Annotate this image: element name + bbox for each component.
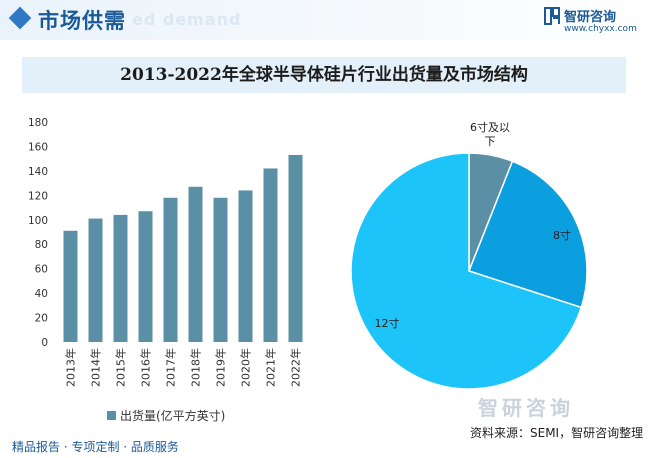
pie-chart: 6寸及以下 8寸 12寸: [350, 120, 588, 390]
y-tick-label: 160: [28, 141, 48, 153]
bar-2014年: [88, 218, 103, 342]
x-tick-label: 2021年: [264, 348, 278, 387]
x-tick-label: 2019年: [214, 348, 228, 387]
brand-name: 智研咨询: [564, 10, 617, 25]
y-tick-label: 20: [35, 313, 48, 325]
x-tick-label: 2018年: [189, 348, 203, 387]
bar-2022年: [288, 155, 303, 342]
bar-legend: 出货量(亿平方英寸): [107, 408, 225, 423]
y-tick-label: 100: [28, 215, 48, 227]
footer-watermark: 智研咨询: [478, 396, 574, 420]
y-tick-label: 140: [28, 166, 48, 178]
bar-series: [63, 155, 303, 342]
bar-2013年: [63, 230, 78, 342]
bar-2016年: [138, 211, 153, 342]
y-tick-label: 0: [41, 337, 48, 349]
x-tick-label: 2020年: [239, 348, 253, 387]
pie-slice-8寸: [468, 160, 588, 309]
y-tick-label: 40: [35, 288, 48, 300]
bar-y-axis: 0 20 40 60 80 100 120 140 160 180: [28, 117, 48, 349]
brand-logo-icon: [544, 7, 560, 25]
section-watermark: ed demand: [132, 10, 242, 29]
x-tick-label: 2014年: [89, 348, 103, 387]
chart-title-band: 2013-2022年全球半导体硅片行业出货量及市场结构: [22, 57, 626, 93]
x-tick-label: 2022年: [289, 348, 303, 387]
pie-label: 6寸及以下: [470, 120, 510, 148]
bar-2020年: [238, 190, 253, 342]
chart-title: 2013-2022年全球半导体硅片行业出货量及市场结构: [120, 65, 528, 85]
bar-2021年: [263, 168, 278, 342]
y-tick-label: 180: [28, 117, 48, 129]
legend-swatch: [107, 411, 116, 420]
pie-slice-12寸: [350, 152, 583, 390]
brand-logo: 智研咨询 www.chyxx.com: [544, 6, 654, 38]
x-tick-label: 2017年: [164, 348, 178, 387]
brand-url: www.chyxx.com: [564, 24, 637, 34]
legend-label: 出货量(亿平方英寸): [120, 408, 225, 423]
y-tick-label: 80: [35, 239, 48, 251]
y-tick-label: 120: [28, 190, 48, 202]
pie-label: 12寸: [375, 316, 400, 330]
bar-2017年: [163, 197, 178, 342]
section-title: 市场供需: [38, 9, 126, 33]
bar-x-axis: 2013年 2014年 2015年 2016年 2017年 2018年 2019年 2020年…: [64, 348, 303, 387]
y-tick-label: 60: [35, 264, 48, 276]
bar-2018年: [188, 186, 203, 342]
data-source: 资料来源：SEMI，智研咨询整理: [470, 426, 644, 440]
x-tick-label: 2016年: [139, 348, 153, 387]
pie-label: 8寸: [553, 228, 571, 242]
bar-2019年: [213, 197, 228, 342]
x-tick-label: 2013年: [64, 348, 78, 387]
x-tick-label: 2015年: [114, 348, 128, 387]
footer-slogan: 精品报告 · 专项定制 · 品质服务: [12, 440, 179, 454]
bar-2015年: [113, 214, 128, 342]
